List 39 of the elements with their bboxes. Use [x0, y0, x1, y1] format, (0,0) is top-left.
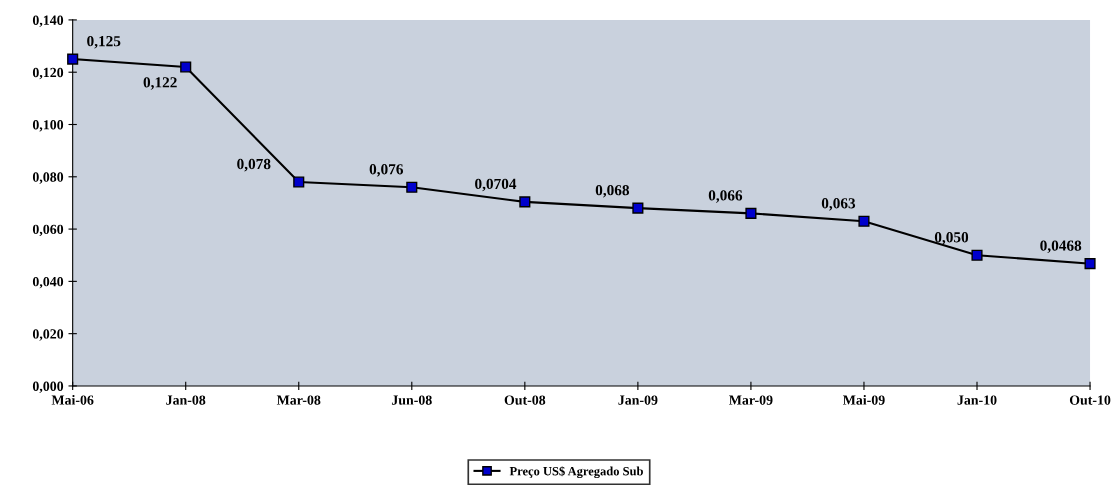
y-tick-label: 0,000 — [32, 381, 64, 393]
x-tick-label: Jun-08 — [391, 395, 432, 405]
x-tick-label: Jan-10 — [957, 395, 997, 405]
data-label: 0,063 — [821, 198, 856, 211]
y-tick-label: 0,040 — [32, 276, 64, 289]
point — [971, 249, 983, 261]
x-tick-label: Out-08 — [504, 395, 546, 405]
data-label: 0,050 — [934, 232, 969, 245]
x-tick-label: Mai-06 — [51, 394, 94, 405]
x-tick-label: Out-10 — [1069, 395, 1111, 405]
y-tick-label: 0,080 — [32, 172, 64, 184]
point — [67, 53, 79, 65]
y-tick-label: 0,140 — [32, 15, 64, 27]
point — [519, 196, 531, 208]
legend-label: Preço US$ Agregado Sub — [509, 466, 643, 479]
y-tick-label: 0,020 — [32, 329, 64, 341]
data-label: 0,125 — [87, 35, 121, 49]
data-label: 0,076 — [369, 164, 404, 177]
y-tick-label: 0,060 — [32, 224, 64, 237]
y-tick-label: 0,120 — [32, 67, 64, 80]
data-label: 0,0468 — [1040, 240, 1082, 253]
point — [858, 215, 870, 227]
data-label: 0,068 — [595, 185, 630, 198]
x-tick-label: Mar-09 — [729, 395, 773, 405]
y-tick-label: 0,100 — [32, 120, 64, 132]
data-label: 0,078 — [237, 158, 271, 172]
point — [293, 176, 305, 188]
point — [180, 61, 192, 73]
point — [1084, 258, 1096, 270]
data-label: 0,0704 — [475, 178, 517, 192]
data-label: 0,122 — [143, 77, 177, 90]
data-label: 0,066 — [708, 190, 743, 203]
x-tick-label: Jan-09 — [618, 395, 658, 405]
point — [406, 181, 418, 193]
x-tick-label: Mai-09 — [842, 394, 885, 405]
x-tick-label: Jan-08 — [166, 395, 206, 405]
point — [632, 202, 644, 214]
x-tick-label: Mar-08 — [276, 395, 321, 405]
point — [745, 207, 757, 219]
